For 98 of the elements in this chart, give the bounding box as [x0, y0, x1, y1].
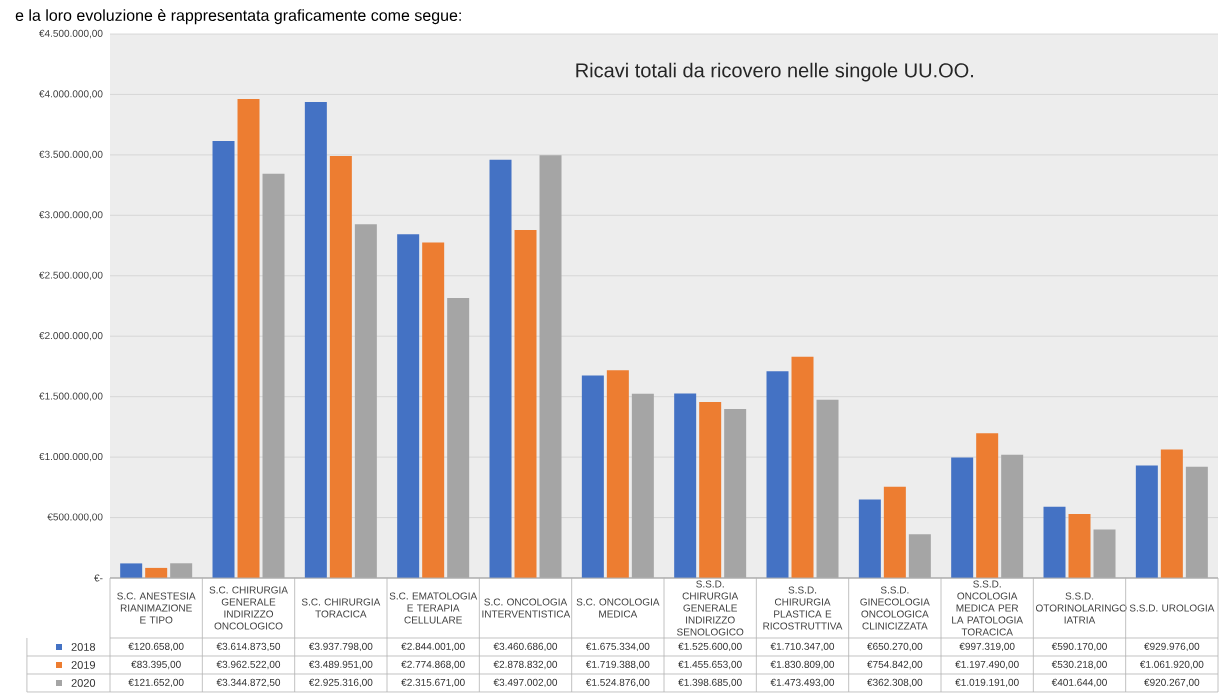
- bar: [397, 234, 420, 578]
- data-label: €3.460.686,00: [493, 642, 558, 652]
- legend-label: 2018: [71, 643, 96, 651]
- x-tick-label: S.C. CHIRURGIA GENERALE INDIRIZZO ONCOLOGICO: [209, 586, 288, 630]
- data-label: €3.937.798,00: [308, 642, 373, 652]
- bar: [858, 499, 881, 578]
- bar: [237, 98, 260, 578]
- data-label: €1.398.685,00: [678, 678, 742, 688]
- bar: [606, 370, 629, 578]
- bar: [791, 356, 814, 578]
- bar: [304, 101, 327, 578]
- text: Ricavi totali da ricovero nelle singole UU.OO.: [576, 62, 973, 82]
- legend-label: 2019: [71, 661, 96, 669]
- bar: [212, 140, 235, 578]
- data-label: €2.774.868,00: [401, 660, 465, 670]
- data-label: €1.455.653,00: [678, 660, 742, 670]
- bar: [354, 224, 377, 578]
- data-label: €1.524.876,00: [585, 678, 650, 688]
- data-label: €3.497.002,00: [493, 678, 558, 688]
- data-label: €3.344.872,50: [216, 678, 281, 688]
- data-label: €2.925.316,00: [308, 678, 373, 688]
- y-tick-label: €500.000,00: [47, 513, 103, 522]
- bar: [262, 173, 285, 578]
- y-tick-label: €3.000.000,00: [39, 211, 103, 220]
- x-tick-label: S.S.D. GINECOLOGIA ONCOLOGICA CLINICIZZATA: [860, 586, 930, 630]
- x-tick-label: S.C. ONCOLOGIA INTERVENTISTICA: [482, 598, 571, 618]
- data-label: €929.976,00: [1144, 642, 1200, 652]
- data-label: €650.270,00: [867, 642, 923, 652]
- bar: [1068, 513, 1091, 578]
- data-label: €1.019.191,00: [955, 678, 1019, 688]
- data-label: €754.842,00: [867, 660, 923, 670]
- data-label: €997.319,00: [959, 642, 1015, 652]
- bar: [120, 563, 143, 578]
- x-tick-label: S.C. ANESTESIA RIANIMAZIONE E TIPO: [117, 592, 196, 624]
- y-tick-label: €3.500.000,00: [39, 150, 103, 160]
- x-tick-label: S.S.D. ONCOLOGIA MEDICA PER LA PATOLOGIA TORACICA: [952, 580, 1024, 636]
- bar: [1160, 449, 1183, 578]
- data-label: €3.489.951,00: [308, 660, 373, 670]
- bar: [581, 375, 604, 578]
- data-label: €401.644,00: [1051, 678, 1107, 688]
- data-label: €120.658,00: [128, 642, 184, 652]
- bar: [908, 534, 931, 578]
- y-tick-label: €4.500.000,00: [39, 29, 103, 39]
- bar: [170, 563, 193, 578]
- x-tick-label: S.S.D. UROLOGIA: [1129, 604, 1215, 612]
- text: e la loro evoluzione è rappresentata graficamente come segue:: [15, 9, 461, 25]
- bar: [329, 156, 352, 578]
- data-label: €1.719.388,00: [585, 660, 650, 670]
- bar: [976, 433, 999, 578]
- bar: [1135, 465, 1158, 578]
- y-tick-label: €1.000.000,00: [39, 452, 103, 462]
- bar: [1043, 506, 1066, 578]
- x-tick-label: S.S.D. OTORINOLARINGO IATRIA: [1035, 592, 1127, 624]
- bar: [766, 371, 789, 578]
- bar: [539, 155, 562, 578]
- data-label: €3.962.522,00: [216, 660, 281, 670]
- data-label: €3.614.873,50: [216, 642, 281, 652]
- bar: [1185, 466, 1208, 578]
- bar: [816, 399, 839, 578]
- data-label: €2.844.001,00: [401, 642, 465, 652]
- data-label: €1.830.809,00: [770, 660, 835, 670]
- y-tick-label: €2.500.000,00: [39, 271, 103, 280]
- x-tick-label: S.S.D. CHIRURGIA PLASTICA E RICOSTRUTTIVA: [763, 586, 843, 630]
- bar: [951, 457, 974, 578]
- y-tick-label: €-: [94, 574, 103, 582]
- bar: [631, 393, 654, 578]
- bar: [1001, 454, 1024, 578]
- data-label: €83.395,00: [131, 660, 181, 670]
- x-tick-label: S.S.D. CHIRURGIA GENERALE INDIRIZZO SENOLOGICO: [677, 580, 744, 636]
- data-label: €920.267,00: [1144, 678, 1200, 688]
- bar: [514, 229, 537, 578]
- bar: [422, 242, 445, 578]
- x-tick-label: S.C. CHIRURGIA TORACICA: [301, 598, 381, 618]
- x-tick-label: S.C. EMATOLOGIA E TERAPIA CELLULARE: [389, 592, 478, 624]
- data-label: €590.170,00: [1051, 642, 1107, 652]
- y-tick-label: €2.000.000,00: [39, 332, 103, 341]
- data-label: €1.061.920,00: [1139, 660, 1204, 670]
- data-label: €530.218,00: [1051, 660, 1107, 670]
- bar: [883, 486, 906, 578]
- data-label: €362.308,00: [867, 678, 923, 688]
- data-label: €1.473.493,00: [770, 678, 835, 688]
- data-label: €1.710.347,00: [770, 642, 835, 652]
- data-label: €2.878.832,00: [493, 660, 558, 670]
- bar: [489, 159, 512, 578]
- bar: [724, 408, 747, 578]
- data-label: €1.525.600,00: [678, 642, 742, 652]
- bar: [699, 402, 722, 578]
- x-tick-label: S.C. ONCOLOGIA MEDICA: [576, 598, 660, 618]
- bar: [674, 393, 697, 578]
- data-label: €1.197.490,00: [955, 660, 1019, 670]
- y-tick-label: €1.500.000,00: [39, 392, 103, 401]
- data-label: €2.315.671,00: [401, 678, 465, 688]
- data-label: €1.675.334,00: [585, 642, 650, 652]
- bar: [447, 298, 470, 578]
- legend-label: 2020: [71, 679, 96, 687]
- data-label: €121.652,00: [128, 678, 184, 688]
- bar: [1093, 529, 1116, 578]
- y-tick-label: €4.000.000,00: [39, 90, 103, 99]
